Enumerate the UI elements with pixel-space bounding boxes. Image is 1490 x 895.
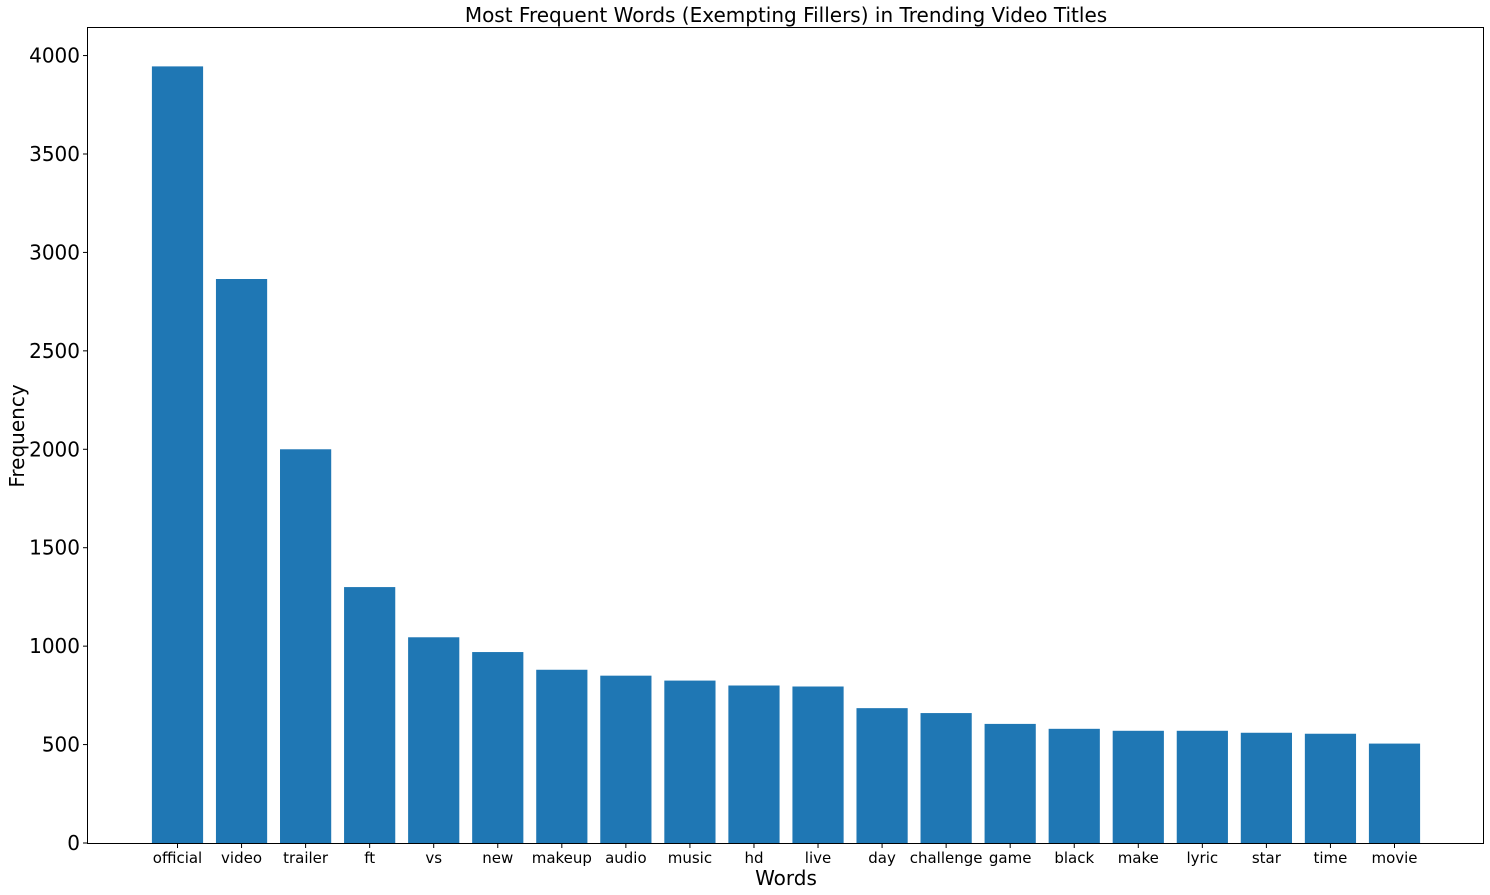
x-tick-label: vs — [425, 849, 442, 867]
bar-official — [151, 66, 204, 843]
bar-star — [1240, 732, 1292, 843]
bars-group — [151, 66, 1421, 843]
bar-music — [664, 680, 716, 843]
x-tick-label: video — [221, 849, 262, 867]
x-tick-label: day — [868, 849, 896, 867]
plot-frame — [87, 27, 1484, 844]
x-tick-label: new — [482, 849, 513, 867]
bar-video — [215, 279, 268, 843]
x-tick-label: hd — [744, 849, 763, 867]
x-tick-label: official — [153, 849, 202, 867]
bar-trailer — [280, 449, 332, 843]
x-tick-label: movie — [1371, 849, 1417, 867]
x-tick-label: lyric — [1187, 849, 1219, 867]
x-tick-label: trailer — [283, 849, 329, 867]
x-tick-label: make — [1118, 849, 1159, 867]
x-tick-label: time — [1314, 849, 1348, 867]
x-tick-label: audio — [605, 849, 647, 867]
y-tick-label: 500 — [42, 733, 80, 757]
bar-day — [856, 708, 908, 843]
bar-black — [1048, 728, 1100, 843]
x-tick-label: challenge — [910, 849, 983, 867]
bar-makeup — [536, 669, 588, 843]
bar-new — [472, 652, 524, 843]
y-tick-label: 1000 — [29, 634, 80, 658]
x-tick-label: star — [1252, 849, 1282, 867]
x-tick-label: music — [668, 849, 712, 867]
x-tick-label: black — [1054, 849, 1094, 867]
bar-hd — [728, 685, 780, 843]
y-axis-label: Frequency — [5, 384, 29, 487]
chart-title: Most Frequent Words (Exempting Fillers) … — [465, 3, 1107, 27]
bar-ft — [344, 587, 396, 843]
x-axis-label: Words — [755, 866, 817, 890]
bar-movie — [1368, 743, 1421, 843]
bar-live — [792, 686, 844, 843]
y-tick-label: 0 — [67, 831, 80, 855]
y-tick-label: 3500 — [29, 142, 80, 166]
x-tick-label: ft — [364, 849, 375, 867]
x-tick-label: game — [989, 849, 1032, 867]
y-tick-label: 4000 — [29, 44, 80, 68]
y-axis: 0 500 1000 1500 2000 2500 3000 3500 4000 — [29, 44, 88, 855]
x-axis: official video trailer ft vs new makeup audio mu… — [153, 843, 1418, 867]
x-tick-label: live — [805, 849, 831, 867]
bar-time — [1304, 733, 1357, 843]
bar-lyric — [1176, 730, 1228, 843]
x-tick-label: makeup — [532, 849, 592, 867]
bar-game — [984, 723, 1036, 843]
y-tick-label: 2500 — [29, 339, 80, 363]
bar-challenge — [920, 713, 972, 843]
bar-make — [1112, 730, 1164, 843]
bar-audio — [600, 675, 652, 843]
y-tick-label: 2000 — [29, 437, 80, 461]
y-tick-label: 1500 — [29, 536, 80, 560]
bar-vs — [408, 637, 460, 843]
y-tick-label: 3000 — [29, 240, 80, 264]
